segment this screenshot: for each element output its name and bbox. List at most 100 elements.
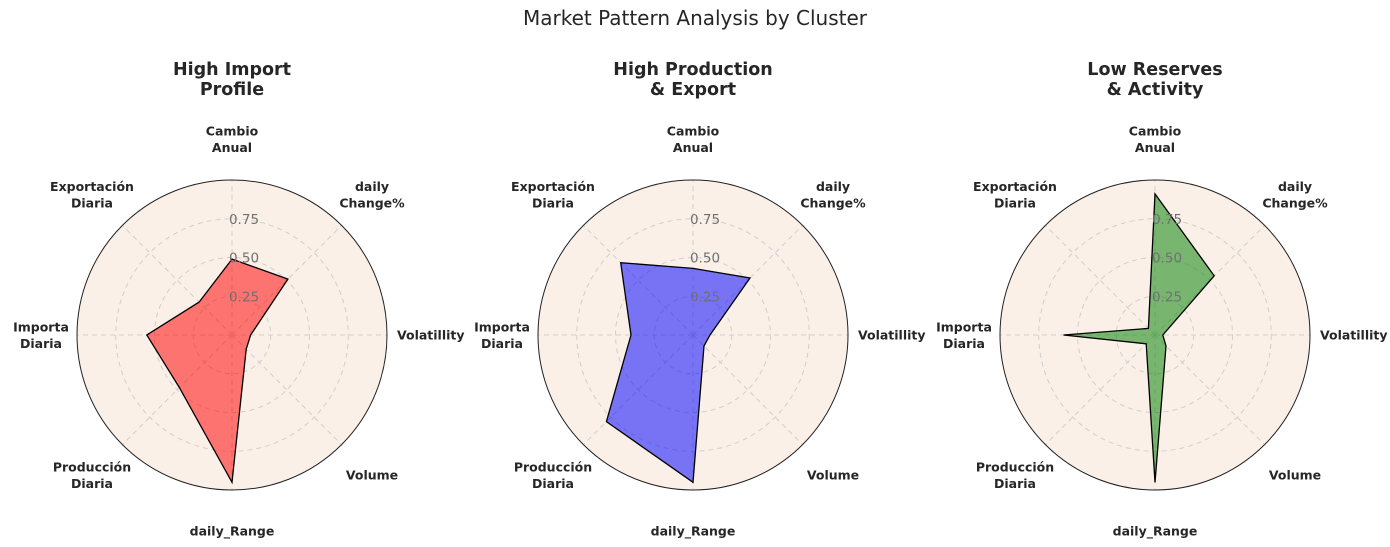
axis-label-line: Diaria [532, 196, 574, 211]
axis-label: Volume [1269, 468, 1321, 483]
radar-spoke [122, 225, 233, 336]
axis-label: daily_Range [190, 524, 275, 540]
axis-label-line: Change% [800, 196, 866, 211]
radial-tick-label: 0.75 [229, 212, 259, 228]
axis-label: daily Change% [339, 179, 405, 211]
axis-label: Producción Diaria [976, 459, 1054, 491]
radar-frame [999, 179, 1311, 491]
axis-label: Volatillity [858, 328, 926, 343]
axis-label: Volatillity [397, 328, 465, 343]
axis-label-line: Exportación [973, 179, 1057, 194]
axis-label: Cambio Anual [1129, 123, 1182, 155]
panel-title-line: High Production [613, 60, 772, 80]
axis-label: daily_Range [651, 524, 736, 540]
axis-label-line: Volume [346, 468, 398, 483]
axis-label-line: Diaria [994, 196, 1036, 211]
panel-title-line: & Export [650, 80, 736, 100]
axis-label-line: Volume [807, 468, 859, 483]
axis-label-line: Importa [474, 319, 530, 334]
radar-spoke [692, 225, 803, 336]
radar-spoke [1045, 334, 1156, 445]
series-polygon [1063, 192, 1216, 483]
radar-spoke [692, 334, 803, 445]
axis-label: Producción Diaria [514, 459, 592, 491]
axis-label-line: Anual [212, 140, 252, 155]
radar-spoke [1154, 225, 1265, 336]
axis-label: Exportación Diaria [973, 179, 1057, 211]
axis-label-line: Producción [976, 459, 1054, 474]
axis-label-line: Cambio [667, 123, 720, 138]
axis-label-line: Volatillity [858, 328, 926, 343]
axis-label-line: Producción [53, 459, 131, 474]
axis-label: daily_Range [1113, 524, 1198, 540]
axis-label: Volume [346, 468, 398, 483]
radial-tick-label: 0.50 [1152, 251, 1182, 267]
axis-label-line: Volatillity [1320, 328, 1388, 343]
axis-label-line: Volume [1269, 468, 1321, 483]
panel-title-line: & Activity [1107, 80, 1204, 100]
axis-label: Exportación Diaria [50, 179, 134, 211]
axis-label-line: Diaria [532, 476, 574, 491]
axis-label-line: daily [816, 179, 850, 194]
axis-label-line: daily_Range [1113, 524, 1198, 540]
axis-label: Cambio Anual [206, 123, 259, 155]
axis-label-line: Diaria [481, 336, 523, 351]
axis-label-line: Producción [514, 459, 592, 474]
radial-tick-label: 0.25 [1152, 289, 1182, 305]
radar-spoke [583, 334, 694, 445]
axis-label-line: Volatillity [397, 328, 465, 343]
axis-label-line: Cambio [1129, 123, 1182, 138]
axis-label-line: Diaria [71, 196, 113, 211]
axis-label-line: daily_Range [651, 524, 736, 540]
radar-panel: 0.25 0.50 0.75 Cambio Anual daily Change% Volat… [474, 60, 925, 540]
radial-tick-label: 0.50 [229, 251, 259, 267]
axis-label: Cambio Anual [667, 123, 720, 155]
radar-panel: 0.25 0.50 0.75 Cambio Anual daily Change% Volat… [936, 60, 1387, 540]
panel-title: High Import Profile [173, 60, 291, 100]
axis-label: Volatillity [1320, 328, 1388, 343]
radial-tick-label: 0.75 [690, 212, 720, 228]
radar-spoke [583, 225, 694, 336]
series-polygon [605, 261, 752, 484]
axis-label-line: Anual [673, 140, 713, 155]
axis-label: Volume [807, 468, 859, 483]
series-polygon [145, 258, 289, 485]
axis-label-line: Exportación [50, 179, 134, 194]
panel-title-line: Profile [200, 80, 264, 100]
axis-label-line: daily_Range [190, 524, 275, 540]
axis-label-line: Exportación [511, 179, 595, 194]
radar-spoke [1154, 334, 1265, 445]
radial-tick-label: 0.25 [690, 289, 720, 305]
axis-label-line: daily [1278, 179, 1312, 194]
figure-title: Market Pattern Analysis by Cluster [523, 6, 868, 30]
axis-label-line: Diaria [994, 476, 1036, 491]
axis-label-line: Anual [1135, 140, 1175, 155]
axis-label-line: Diaria [943, 336, 985, 351]
axis-label-line: daily [355, 179, 389, 194]
panel-title: Low Reserves & Activity [1087, 60, 1222, 100]
axis-label-line: Diaria [20, 336, 62, 351]
axis-label: Importa Diaria [474, 319, 530, 351]
radar-frame [537, 179, 849, 491]
axis-label-line: Cambio [206, 123, 259, 138]
axis-label-line: Importa [13, 319, 69, 334]
radial-tick-label: 0.75 [1152, 212, 1182, 228]
axis-label: daily Change% [1262, 179, 1328, 211]
radar-panel: 0.25 0.50 0.75 Cambio Anual daily Change% Volat… [13, 60, 464, 540]
radar-spoke [231, 334, 342, 445]
panel-title: High Production & Export [613, 60, 772, 100]
radial-tick-label: 0.25 [229, 289, 259, 305]
axis-label-line: Change% [339, 196, 405, 211]
axis-label: daily Change% [800, 179, 866, 211]
axis-label: Importa Diaria [936, 319, 992, 351]
radial-tick-label: 0.50 [690, 251, 720, 267]
radar-frame [76, 179, 388, 491]
axis-label-line: Importa [936, 319, 992, 334]
axis-label: Importa Diaria [13, 319, 69, 351]
axis-label: Producción Diaria [53, 459, 131, 491]
panel-title-line: High Import [173, 60, 291, 80]
radar-spoke [122, 334, 233, 445]
axis-label-line: Diaria [71, 476, 113, 491]
radar-spoke [1045, 225, 1156, 336]
